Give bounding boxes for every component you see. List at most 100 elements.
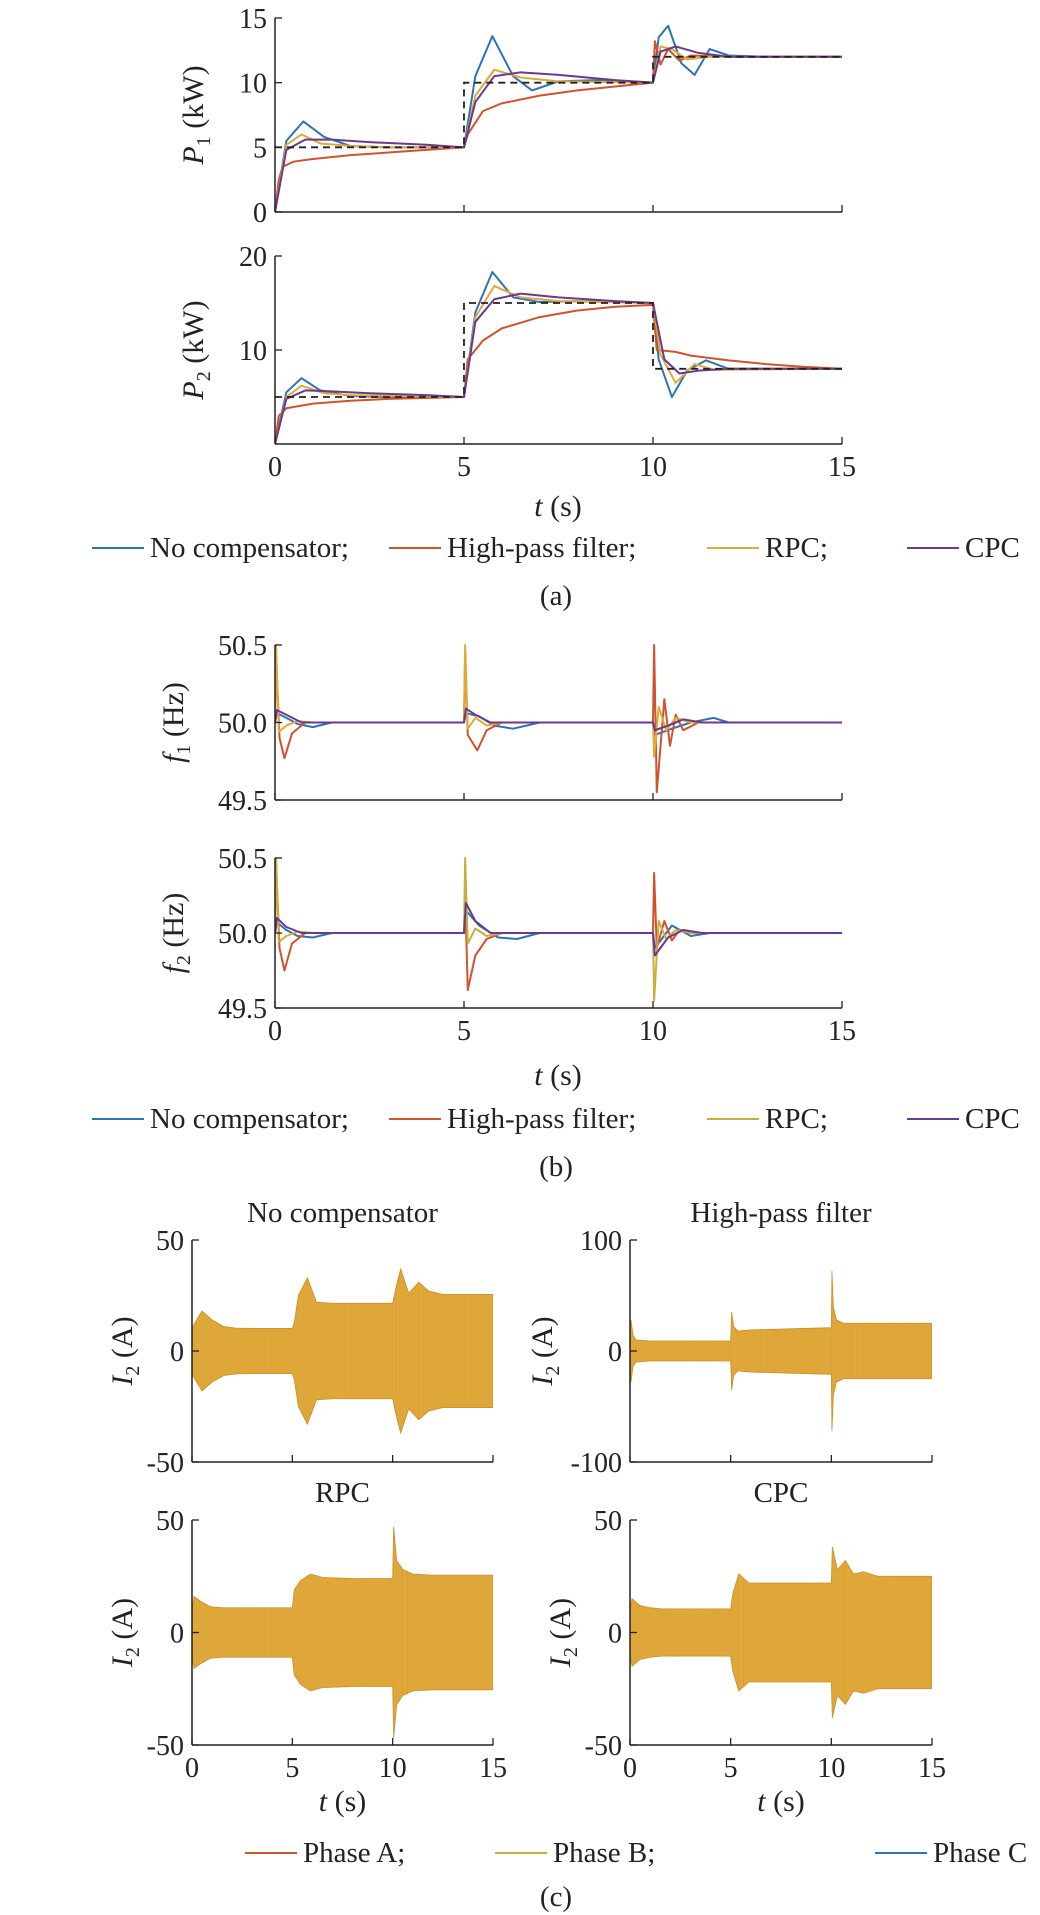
x-label-unit: (s)	[543, 1059, 582, 1092]
waveform-texture	[192, 1526, 493, 1739]
y-tick-label: 0	[170, 1337, 184, 1368]
waveform-texture	[192, 1268, 492, 1434]
y-label-symbol: I	[526, 1374, 559, 1387]
y-label-subscript: 1	[173, 745, 195, 755]
y-label-subscript: 2	[193, 371, 215, 381]
legend-b: No compensator; High-pass filter; RPC; CPC	[92, 1103, 1020, 1135]
plot-area	[275, 270, 842, 445]
y-tick-label: 49.5	[218, 994, 267, 1025]
y-axis-label: I2 (A)	[526, 1316, 564, 1386]
plot-area	[275, 857, 842, 1002]
legend-label: RPC;	[765, 1103, 828, 1135]
y-tick-label: -50	[147, 1731, 184, 1762]
current-envelope	[630, 1271, 932, 1431]
series-line-no-compensator	[275, 909, 842, 949]
y-label-unit: (kW)	[177, 300, 210, 371]
reference-line	[275, 302, 842, 398]
y-label-unit: (Hz)	[157, 682, 190, 744]
x-label-symbol: t	[534, 1059, 543, 1092]
y-tick-label: 50.5	[218, 844, 267, 875]
y-label-subscript: 2	[542, 1366, 564, 1376]
current-envelope	[192, 1526, 493, 1739]
x-tick-label: 0	[185, 1753, 199, 1784]
x-label-unit: (s)	[543, 490, 582, 523]
x-tick-label: 10	[639, 452, 667, 483]
series-line-rpc	[275, 857, 842, 1002]
series-line-rpc	[275, 644, 842, 758]
plot-area	[630, 1546, 932, 1719]
y-tick-label: 0	[608, 1337, 622, 1368]
legend-label: No compensator;	[150, 1103, 349, 1135]
plot-area	[192, 1267, 493, 1435]
y-axis-label: f2 (Hz)	[157, 893, 195, 974]
y-label-subscript: 2	[173, 955, 195, 965]
legend-label: CPC	[965, 532, 1020, 564]
y-axis-label: I2 (A)	[106, 1598, 144, 1668]
series-line-high-pass-filter	[275, 40, 842, 213]
y-tick-label: 15	[239, 4, 267, 35]
y-label-unit: (A)	[526, 1316, 559, 1365]
series-line-high-pass-filter	[275, 864, 842, 991]
panel-title: RPC	[315, 1477, 370, 1509]
y-tick-label: 0	[170, 1619, 184, 1650]
y-tick-label: 50	[156, 1226, 184, 1257]
x-tick-label: 15	[479, 1753, 507, 1784]
series-line-cpc	[275, 707, 842, 732]
panel-I_hpf: -100 0 100 I2 (A) High-pass filter	[526, 1197, 933, 1479]
caption-c: (c)	[540, 1881, 572, 1913]
current-envelope	[192, 1267, 493, 1435]
y-tick-label: 20	[239, 242, 267, 273]
plot-area	[192, 1526, 493, 1739]
series-line-high-pass-filter	[275, 644, 842, 794]
y-label-symbol: I	[544, 1655, 577, 1668]
y-axis-label: I2 (A)	[106, 1316, 144, 1386]
y-label-unit: (Hz)	[157, 893, 190, 955]
y-label-unit: (A)	[106, 1316, 139, 1365]
x-label-unit: (s)	[327, 1785, 366, 1818]
legend-label: Phase C	[933, 1837, 1027, 1869]
x-tick-label: 0	[623, 1753, 637, 1784]
y-label-unit: (A)	[106, 1598, 139, 1647]
panel-P1: 0 5 10 15 P1 (kW)	[177, 4, 843, 229]
y-label-unit: (kW)	[177, 65, 210, 136]
series-line-cpc	[275, 292, 842, 445]
caption-b: (b)	[539, 1151, 573, 1183]
y-tick-label: 50.0	[218, 709, 267, 740]
panel-I_nc: -50 0 50 I2 (A) No compensator	[106, 1197, 494, 1479]
y-tick-label: 0	[608, 1619, 622, 1650]
x-tick-label: 15	[918, 1753, 946, 1784]
x-axis-label: t (s)	[319, 1785, 367, 1818]
x-label-symbol: t	[757, 1785, 766, 1818]
x-axis-label-b: t (s)	[534, 1059, 582, 1092]
legend-label: RPC;	[765, 532, 828, 564]
panel-P2: 0 5 10 15 10 20 P2 (kW)	[177, 242, 856, 483]
current-envelope	[630, 1546, 932, 1719]
waveform-texture	[630, 1271, 932, 1431]
waveform-texture	[630, 1547, 932, 1718]
x-tick-label: 5	[457, 452, 471, 483]
y-tick-label: 50	[594, 1506, 622, 1537]
x-label-unit: (s)	[766, 1785, 805, 1818]
legend-a: No compensator; High-pass filter; RPC; CPC	[92, 532, 1020, 564]
y-label-subscript: 2	[560, 1647, 582, 1657]
y-tick-label: 50.0	[218, 919, 267, 950]
x-tick-label: 15	[828, 1016, 856, 1047]
series-line-cpc	[275, 45, 842, 213]
x-tick-label: 5	[457, 1016, 471, 1047]
y-tick-label: -50	[147, 1448, 184, 1479]
reference-line	[275, 55, 842, 149]
panel-f2: 0 5 10 15 49.5 50.0 50.5 f2 (Hz)	[157, 844, 856, 1047]
plot-area	[275, 24, 842, 213]
panel-title: No compensator	[247, 1197, 438, 1229]
y-tick-label: 50	[156, 1506, 184, 1537]
series-line-no-compensator	[275, 712, 842, 736]
plot-area	[630, 1271, 932, 1431]
legend-label: CPC	[965, 1103, 1020, 1135]
series-line-cpc	[275, 902, 842, 957]
panel-title: High-pass filter	[690, 1197, 872, 1229]
caption-a: (a)	[540, 580, 572, 612]
x-tick-label: 15	[828, 452, 856, 483]
y-label-subscript: 2	[122, 1647, 144, 1657]
x-tick-label: 10	[379, 1753, 407, 1784]
